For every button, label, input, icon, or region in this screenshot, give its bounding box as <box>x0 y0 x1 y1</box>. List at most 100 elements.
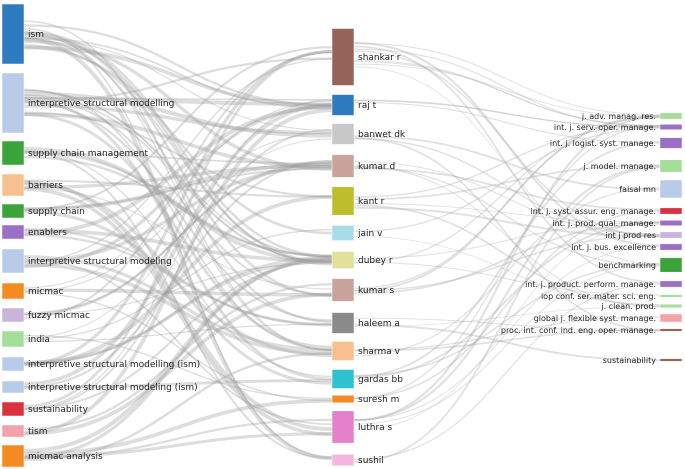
middle-node-label: jain v <box>357 229 383 239</box>
left-node-label: interpretive structural modeling (ism) <box>28 383 198 393</box>
left-node-interpretive-structural-modelling[interactable] <box>1 72 25 134</box>
flow-link <box>353 221 661 431</box>
middle-node-dubey-r[interactable] <box>331 251 355 269</box>
right-node-int-j-logist-syst-manage[interactable] <box>659 137 683 149</box>
flow-link <box>353 283 661 461</box>
right-node-int-j-syst-assur-eng-manage[interactable] <box>659 207 683 215</box>
right-node-faisal-mn[interactable] <box>659 179 683 199</box>
left-node-supply-chain-management[interactable] <box>1 140 25 166</box>
right-node-int-j-prod-res[interactable] <box>659 231 683 239</box>
right-node-int-j-prod-qual-manage[interactable] <box>659 220 683 226</box>
right-node-global-j-flexible-syst-manage[interactable] <box>659 313 683 323</box>
middle-node-kumar-d[interactable] <box>331 154 355 178</box>
left-node-label: interpretive structural modelling <box>28 99 174 109</box>
left-node-fuzzy-micmac[interactable] <box>1 307 25 323</box>
flow-link <box>23 187 333 290</box>
right-node-j-model-manage[interactable] <box>659 159 683 173</box>
flow-link <box>23 37 333 323</box>
flow-link <box>23 164 333 190</box>
right-node-sustainability[interactable] <box>659 358 683 362</box>
middle-node-kant-r[interactable] <box>331 186 355 216</box>
right-node-j-adv-manag-res[interactable] <box>659 112 683 120</box>
flow-link <box>23 255 333 365</box>
left-node-interpretive-structural-modelling-ism[interactable] <box>1 356 25 372</box>
left-node-label: interpretive structural modeling <box>28 257 172 267</box>
right-node-int-j-product-perform-manage[interactable] <box>659 280 683 288</box>
flow-link <box>23 256 333 453</box>
right-node-int-j-bus-excellence[interactable] <box>659 243 683 251</box>
left-node-sustainability[interactable] <box>1 401 25 417</box>
flow-link <box>23 255 333 352</box>
flow-link <box>23 155 333 258</box>
left-node-barriers[interactable] <box>1 173 25 197</box>
middle-node-raj-t[interactable] <box>331 94 355 116</box>
flow-link <box>353 221 661 379</box>
right-node-benchmarking[interactable] <box>659 257 683 273</box>
middle-node-sushil[interactable] <box>331 454 355 466</box>
left-node-interpretive-structural-modeling[interactable] <box>1 248 25 274</box>
flow-link <box>23 94 333 263</box>
flow-link <box>23 150 333 378</box>
flow-link <box>23 288 333 297</box>
flow-link <box>353 210 661 399</box>
flow-link <box>353 141 661 378</box>
flow-link <box>353 221 661 259</box>
left-node-enablers[interactable] <box>1 224 25 240</box>
middle-node-shankar-r[interactable] <box>331 28 355 86</box>
middle-node-haleem-a[interactable] <box>331 312 355 334</box>
left-node-tism[interactable] <box>1 424 25 438</box>
right-node-int-j-serv-oper-manage[interactable] <box>659 124 683 130</box>
flow-link <box>353 116 661 264</box>
flow-link <box>23 33 333 266</box>
flow-link <box>23 167 333 210</box>
middle-node-luthra-s[interactable] <box>331 410 355 444</box>
flow-link <box>23 111 333 198</box>
middle-node-label: banwet dk <box>358 130 406 140</box>
flow-link <box>23 58 333 263</box>
middle-node-banwet-dk[interactable] <box>331 123 355 145</box>
flow-link <box>23 44 333 263</box>
flow-link <box>23 20 333 351</box>
flow-link <box>23 27 333 459</box>
left-node-label: supply chain management <box>28 149 148 159</box>
left-node-micmac-analysis[interactable] <box>1 444 25 468</box>
left-node-ism[interactable] <box>1 3 25 65</box>
left-node-interpretive-structural-modeling-ism[interactable] <box>1 380 25 394</box>
flow-link <box>353 115 661 422</box>
flow-link <box>23 24 333 107</box>
flow-link <box>353 137 661 332</box>
middle-node-jain-v[interactable] <box>331 225 355 241</box>
middle-node-kumar-s[interactable] <box>331 278 355 302</box>
middle-node-gardas-bb[interactable] <box>331 369 355 389</box>
flow-link <box>353 306 661 327</box>
flow-link <box>23 49 333 366</box>
right-node-proc-int-conf-ind-eng-oper-manage[interactable] <box>659 328 683 332</box>
flow-link <box>23 152 333 165</box>
flow-link <box>353 66 661 265</box>
flow-link <box>353 48 661 128</box>
flow-link <box>23 162 333 212</box>
flow-link <box>23 49 333 408</box>
flow-link <box>353 167 661 211</box>
middle-node-sharma-v[interactable] <box>331 341 355 361</box>
left-node-micmac[interactable] <box>1 282 25 300</box>
right-node-label: int. j. bus. excellence <box>571 243 656 252</box>
middle-node-label: dubey r <box>358 256 393 266</box>
flow-link <box>23 99 333 410</box>
flow-link <box>23 292 333 402</box>
flow-link <box>23 257 333 459</box>
left-node-supply-chain[interactable] <box>1 203 25 219</box>
right-node-iop-conf-ser-mater-sci-eng[interactable] <box>659 294 683 298</box>
flow-link <box>23 96 333 296</box>
right-node-j-clean-prod[interactable] <box>659 303 683 309</box>
middle-node-suresh-m[interactable] <box>331 394 355 404</box>
flow-link <box>353 165 661 308</box>
left-node-india[interactable] <box>1 330 25 348</box>
right-node-label: benchmarking <box>598 261 656 270</box>
flow-link <box>353 164 661 201</box>
flow-link <box>23 432 333 459</box>
flow-link <box>23 46 333 211</box>
left-node-label: enablers <box>28 228 67 238</box>
right-node-label: int. j. serv. oper. manage. <box>554 123 656 132</box>
